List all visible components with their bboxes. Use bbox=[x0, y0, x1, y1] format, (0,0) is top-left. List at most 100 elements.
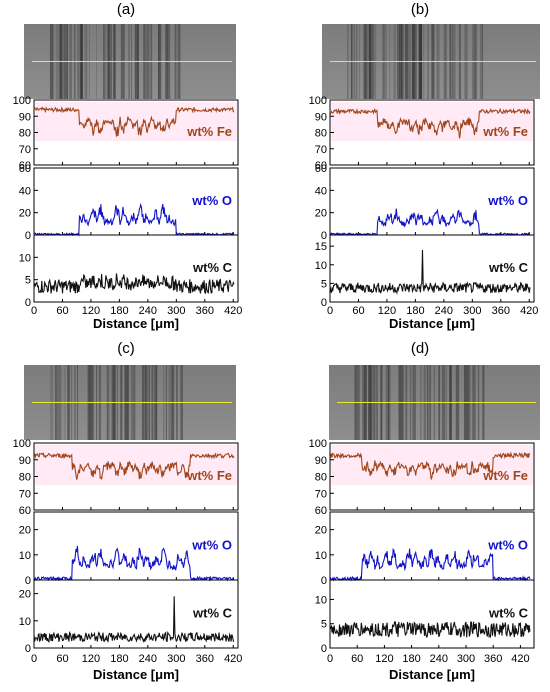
y-tick-label: 0 bbox=[321, 643, 327, 655]
y-tick-label: 60 bbox=[315, 160, 327, 172]
y-tick-label: 10 bbox=[315, 260, 327, 272]
x-tick-label: 120 bbox=[378, 305, 396, 317]
profile-line bbox=[33, 596, 235, 643]
sem-image bbox=[24, 365, 236, 440]
x-tick-label: 180 bbox=[402, 653, 420, 665]
panel-a: (a) 100 90 80 70 60 wt% Fe 60 40 20 0 wt% O 10 5 0 wt% … bbox=[13, 1, 243, 331]
y-tick-label: 0 bbox=[25, 643, 31, 655]
subplot-o: 60 40 20 0 wt% O bbox=[315, 163, 535, 242]
profile-line bbox=[329, 107, 531, 139]
y-tick-label: 60 bbox=[315, 163, 327, 175]
y-tick-label: 70 bbox=[19, 144, 31, 156]
x-tick-label: 0 bbox=[31, 305, 37, 317]
sem-image bbox=[322, 24, 540, 99]
x-tick-label: 120 bbox=[82, 653, 100, 665]
profile-line bbox=[33, 202, 235, 237]
x-axis-label: Distance [μm] bbox=[93, 316, 179, 331]
x-tick-label: 180 bbox=[110, 653, 128, 665]
y-tick-label: 80 bbox=[315, 128, 327, 140]
y-tick-label: 0 bbox=[25, 575, 31, 587]
y-tick-label: 100 bbox=[309, 438, 327, 450]
y-tick-label: 80 bbox=[315, 472, 327, 484]
x-axis-label: Distance [μm] bbox=[93, 667, 179, 682]
y-tick-label: 100 bbox=[13, 438, 31, 450]
subplot-c: 15 10 5 0 wt% C bbox=[315, 234, 535, 309]
element-label: wt% O bbox=[487, 537, 528, 552]
x-tick-label: 420 bbox=[511, 653, 529, 665]
profile-line bbox=[33, 273, 235, 295]
x-tick-label: 240 bbox=[139, 305, 157, 317]
y-tick-label: 10 bbox=[315, 594, 327, 606]
subplot-fe: 100 90 80 70 60 wt% Fe bbox=[13, 438, 239, 517]
y-tick-label: 20 bbox=[315, 525, 327, 537]
y-tick-label: 20 bbox=[19, 525, 31, 537]
plot-frame bbox=[329, 234, 535, 303]
panel-label: (a) bbox=[117, 1, 135, 18]
y-tick-label: 100 bbox=[309, 95, 327, 107]
y-tick-label: 80 bbox=[19, 128, 31, 140]
y-tick-label: 20 bbox=[19, 589, 31, 601]
y-tick-label: 0 bbox=[321, 230, 327, 242]
y-tick-label: 60 bbox=[315, 505, 327, 517]
y-tick-label: 5 bbox=[25, 275, 31, 287]
x-tick-label: 120 bbox=[82, 305, 100, 317]
subplot-o: 60 40 20 0 wt% O bbox=[19, 163, 239, 242]
element-label: wt% O bbox=[191, 193, 232, 208]
y-tick-label: 70 bbox=[19, 488, 31, 500]
y-tick-label: 80 bbox=[19, 472, 31, 484]
y-tick-label: 0 bbox=[25, 230, 31, 242]
element-label: wt% Fe bbox=[186, 124, 232, 139]
y-tick-label: 90 bbox=[19, 111, 31, 123]
x-tick-label: 300 bbox=[463, 305, 481, 317]
x-tick-label: 420 bbox=[224, 653, 242, 665]
y-tick-label: 10 bbox=[19, 252, 31, 264]
x-tick-label: 60 bbox=[351, 653, 363, 665]
x-tick-label: 60 bbox=[352, 305, 364, 317]
panel-label: (b) bbox=[411, 1, 429, 18]
profile-line bbox=[33, 452, 235, 480]
profile-line bbox=[329, 548, 531, 582]
subplot-c: 10 5 0 wt% C bbox=[19, 234, 239, 309]
profile-line bbox=[33, 106, 235, 137]
subplot-fe: 100 90 80 70 60 wt% Fe bbox=[13, 95, 239, 172]
element-label: wt% O bbox=[487, 193, 528, 208]
profile-line bbox=[329, 208, 531, 236]
y-tick-label: 90 bbox=[19, 455, 31, 467]
x-tick-label: 420 bbox=[520, 305, 538, 317]
plot-frame bbox=[329, 579, 535, 649]
sem-image bbox=[24, 24, 236, 99]
y-tick-label: 0 bbox=[25, 297, 31, 309]
x-tick-label: 300 bbox=[457, 653, 475, 665]
y-tick-label: 40 bbox=[315, 185, 327, 197]
profile-line bbox=[329, 451, 531, 480]
panel-label: (d) bbox=[411, 340, 429, 357]
subplot-o: 20 10 0 wt% O bbox=[19, 511, 239, 587]
x-tick-label: 60 bbox=[56, 653, 68, 665]
y-tick-label: 15 bbox=[315, 241, 327, 253]
y-tick-label: 5 bbox=[321, 278, 327, 290]
panel-label: (c) bbox=[117, 340, 135, 357]
y-tick-label: 5 bbox=[321, 619, 327, 631]
y-tick-label: 60 bbox=[19, 160, 31, 172]
x-axis-label: Distance [μm] bbox=[389, 667, 475, 682]
x-tick-label: 180 bbox=[110, 305, 128, 317]
subplot-fe: 100 90 80 70 60 wt% Fe bbox=[309, 95, 535, 172]
y-tick-label: 100 bbox=[13, 95, 31, 107]
y-tick-label: 60 bbox=[19, 505, 31, 517]
plot-frame bbox=[33, 234, 239, 303]
y-tick-label: 10 bbox=[19, 616, 31, 628]
y-tick-label: 60 bbox=[19, 163, 31, 175]
plot-frame bbox=[33, 579, 239, 649]
y-tick-label: 90 bbox=[315, 455, 327, 467]
x-tick-label: 360 bbox=[196, 305, 214, 317]
x-tick-label: 0 bbox=[327, 305, 333, 317]
y-tick-label: 40 bbox=[19, 185, 31, 197]
x-tick-label: 0 bbox=[327, 653, 333, 665]
profile-line bbox=[33, 545, 235, 582]
x-tick-label: 180 bbox=[406, 305, 424, 317]
x-tick-label: 0 bbox=[31, 653, 37, 665]
subplot-c: 10 5 0 wt% C bbox=[315, 579, 535, 655]
y-tick-label: 20 bbox=[315, 208, 327, 220]
